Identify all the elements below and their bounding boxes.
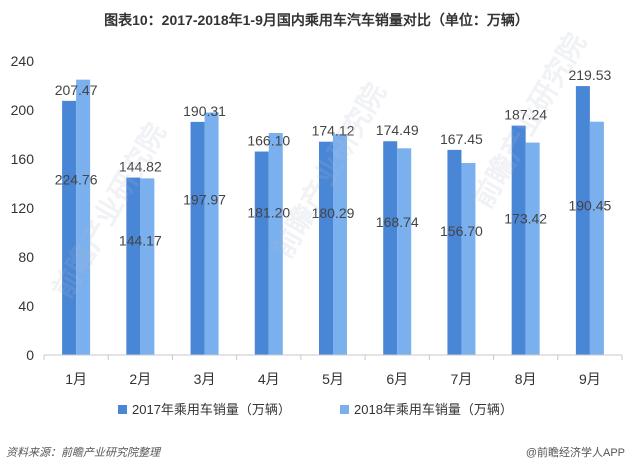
data-label-2017: 219.53 [568, 67, 611, 83]
data-label-2017: 167.45 [440, 131, 483, 147]
y-tick-label: 40 [18, 298, 34, 314]
bar-2018 [268, 133, 283, 355]
bar-2018 [461, 163, 476, 355]
x-tick-label: 3月 [194, 371, 216, 387]
x-tick-label: 7月 [451, 371, 473, 387]
data-label-2018: 168.74 [376, 214, 419, 230]
y-tick-label: 80 [18, 249, 34, 265]
y-tick-label: 120 [11, 200, 35, 216]
x-tick-label: 4月 [258, 371, 280, 387]
data-label-2018: 224.76 [55, 171, 98, 187]
bar-2017 [126, 177, 141, 355]
legend-label-2018: 2018年乘用车销量（万辆） [354, 402, 513, 417]
x-tick-label: 9月 [579, 371, 601, 387]
legend-swatch-2018 [340, 405, 349, 414]
y-tick-label: 240 [11, 53, 35, 69]
bar-2017 [319, 141, 333, 355]
bar-2017 [575, 86, 590, 356]
bar-2017 [447, 149, 462, 355]
x-tick-label: 1月 [65, 371, 87, 387]
chart-title: 图表10：2017-2018年1-9月国内乘用车汽车销量对比（单位：万辆） [104, 12, 529, 28]
data-label-2017: 190.31 [183, 103, 226, 119]
bar-2017 [190, 121, 205, 356]
bar-2018 [204, 112, 219, 355]
bar-2018 [140, 178, 155, 355]
bar-2017 [62, 100, 77, 356]
data-label-2017: 187.24 [504, 107, 547, 123]
data-label-2017: 174.12 [312, 123, 355, 139]
bar-2018 [589, 121, 604, 355]
data-label-2018: 181.20 [247, 204, 290, 220]
data-label-2018: 144.17 [119, 233, 162, 249]
brand-credit: @前瞻经济学人APP [525, 447, 625, 459]
x-tick-label: 8月 [515, 371, 537, 387]
bar-2017 [383, 141, 398, 355]
x-tick-label: 2月 [129, 371, 151, 387]
source-note: 资料来源：前瞻产业研究院整理 [6, 447, 160, 459]
data-label-2017: 144.82 [119, 159, 162, 175]
bar-2018 [333, 134, 347, 355]
y-tick-label: 0 [26, 347, 34, 363]
bar-2018 [76, 79, 91, 355]
data-label-2018: 156.70 [440, 223, 483, 239]
legend-swatch-2017 [118, 405, 127, 414]
data-label-2018: 180.29 [312, 205, 355, 221]
x-tick-label: 5月 [322, 371, 344, 387]
data-label-2017: 166.10 [247, 133, 290, 149]
legend-label-2017: 2017年乘用车销量（万辆） [132, 402, 291, 417]
bar-2017 [254, 151, 269, 355]
bar-2018 [525, 142, 540, 355]
y-tick-label: 160 [11, 151, 35, 167]
bar-2018 [397, 148, 412, 355]
data-label-2018: 173.42 [504, 210, 547, 226]
x-tick-label: 6月 [386, 371, 408, 387]
bar-2017 [511, 125, 526, 355]
y-tick-label: 200 [11, 102, 35, 118]
data-label-2018: 190.45 [568, 197, 611, 213]
data-label-2017: 207.47 [55, 82, 98, 98]
data-label-2017: 174.49 [376, 122, 419, 138]
data-label-2018: 197.97 [183, 192, 226, 208]
